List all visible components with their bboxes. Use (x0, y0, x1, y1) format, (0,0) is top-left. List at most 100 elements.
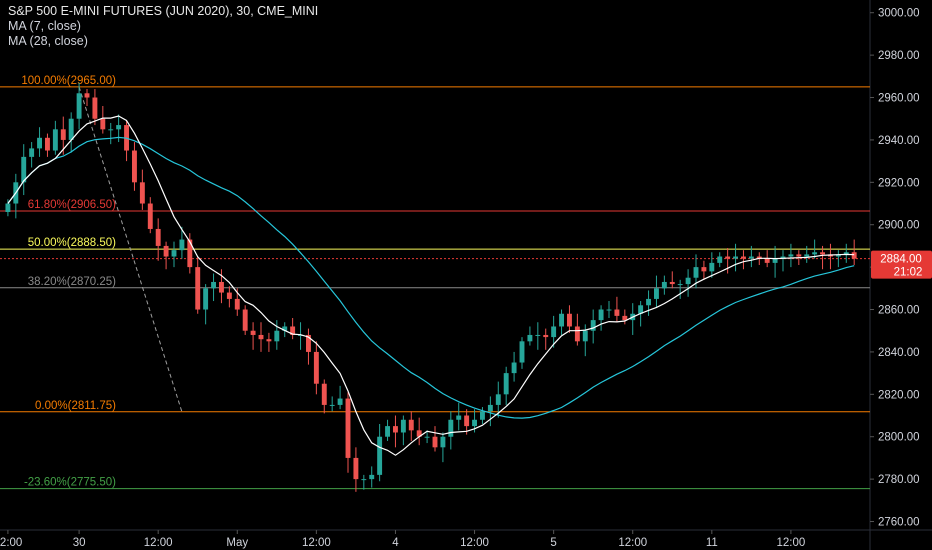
candle-body[interactable] (187, 239, 193, 268)
candle-body[interactable] (353, 457, 359, 480)
candle-body[interactable] (693, 267, 699, 278)
ma28-legend[interactable]: MA (28, close) (8, 34, 88, 48)
candle-body[interactable] (527, 334, 533, 342)
candle-body[interactable] (345, 398, 351, 458)
candle-body[interactable] (290, 326, 296, 335)
candle-body[interactable] (796, 254, 802, 257)
candle-body[interactable] (646, 298, 651, 306)
candle-body[interactable] (622, 315, 628, 321)
candle-body[interactable] (843, 252, 849, 255)
candle-body[interactable] (361, 479, 367, 481)
candle-body[interactable] (495, 394, 501, 405)
candle-body[interactable] (764, 258, 770, 263)
candle-body[interactable] (242, 309, 248, 331)
candle-body[interactable] (298, 334, 303, 336)
candle-body[interactable] (432, 436, 438, 448)
candle-body[interactable] (440, 436, 446, 448)
ma7-line[interactable] (7, 115, 855, 456)
candle-body[interactable] (76, 93, 82, 119)
candle-body[interactable] (100, 118, 106, 130)
candle-body[interactable] (590, 320, 596, 331)
candle-body[interactable] (211, 281, 216, 289)
candle-body[interactable] (685, 277, 691, 285)
candle-body[interactable] (448, 419, 454, 437)
symbol-title[interactable]: S&P 500 E-MINI FUTURES (JUN 2020), 30, C… (8, 4, 319, 18)
candle-body[interactable] (337, 398, 343, 405)
candle-body[interactable] (385, 426, 390, 437)
candle-body[interactable] (219, 281, 224, 293)
candle-body[interactable] (147, 203, 153, 229)
candle-body[interactable] (258, 334, 264, 340)
candle-body[interactable] (820, 252, 825, 255)
candle-body[interactable] (788, 254, 794, 257)
candle-body[interactable] (772, 258, 778, 263)
candle-body[interactable] (52, 129, 58, 151)
candle-body[interactable] (60, 129, 66, 140)
candle-body[interactable] (511, 362, 517, 374)
candle-body[interactable] (733, 256, 738, 259)
candle-body[interactable] (535, 334, 541, 336)
fib-trendline[interactable] (78, 86, 183, 412)
candle-body[interactable] (179, 239, 185, 251)
candle-body[interactable] (226, 292, 232, 299)
candle-body[interactable] (195, 267, 201, 310)
candle-body[interactable] (203, 288, 209, 310)
candle-body[interactable] (171, 250, 177, 257)
candle-body[interactable] (851, 252, 857, 259)
candle-body[interactable] (551, 326, 557, 338)
candle-body[interactable] (638, 305, 644, 314)
candle-body[interactable] (321, 383, 327, 405)
candle-body[interactable] (92, 97, 98, 119)
candle-body[interactable] (163, 245, 169, 257)
candle-body[interactable] (400, 419, 406, 433)
candle-body[interactable] (487, 404, 493, 412)
candle-body[interactable] (37, 137, 42, 149)
candle-body[interactable] (116, 125, 122, 130)
candle-body[interactable] (669, 281, 675, 285)
candle-body[interactable] (717, 256, 723, 263)
candle-body[interactable] (543, 334, 549, 338)
candle-body[interactable] (654, 288, 659, 299)
candle-body[interactable] (464, 415, 470, 427)
candle-body[interactable] (306, 334, 311, 352)
candle-body[interactable] (519, 341, 525, 363)
candle-body[interactable] (408, 419, 414, 431)
candle-body[interactable] (424, 436, 430, 438)
candle-body[interactable] (456, 415, 462, 420)
candle-body[interactable] (709, 262, 715, 272)
candle-body[interactable] (377, 436, 383, 475)
candle-body[interactable] (274, 330, 280, 342)
candle-body[interactable] (661, 281, 667, 289)
candle-body[interactable] (45, 137, 50, 151)
candle-body[interactable] (5, 203, 11, 212)
candle-body[interactable] (748, 256, 754, 259)
candle-body[interactable] (369, 474, 375, 480)
candle-body[interactable] (567, 313, 572, 327)
candle-body[interactable] (559, 313, 564, 327)
candle-body[interactable] (804, 254, 810, 257)
candle-body[interactable] (472, 419, 477, 427)
candle-body[interactable] (780, 256, 786, 259)
candle-body[interactable] (741, 256, 746, 259)
candle-body[interactable] (677, 284, 683, 286)
candle-body[interactable] (574, 326, 580, 342)
candle-body[interactable] (503, 373, 509, 395)
candle-body[interactable] (393, 426, 398, 433)
candle-body[interactable] (756, 256, 762, 259)
candle-body[interactable] (266, 339, 272, 342)
candle-body[interactable] (582, 330, 588, 342)
candle-body[interactable] (614, 309, 620, 316)
candle-body[interactable] (21, 156, 27, 183)
ma7-legend[interactable]: MA (7, close) (8, 19, 81, 33)
candle-body[interactable] (108, 129, 114, 131)
candle-body[interactable] (725, 256, 731, 259)
candle-body[interactable] (139, 182, 145, 204)
candle-body[interactable] (282, 326, 288, 331)
ma28-line[interactable] (7, 136, 855, 419)
candle-body[interactable] (250, 330, 256, 335)
candle-body[interactable] (84, 93, 90, 98)
candle-body[interactable] (68, 118, 74, 140)
candle-body[interactable] (416, 430, 422, 437)
